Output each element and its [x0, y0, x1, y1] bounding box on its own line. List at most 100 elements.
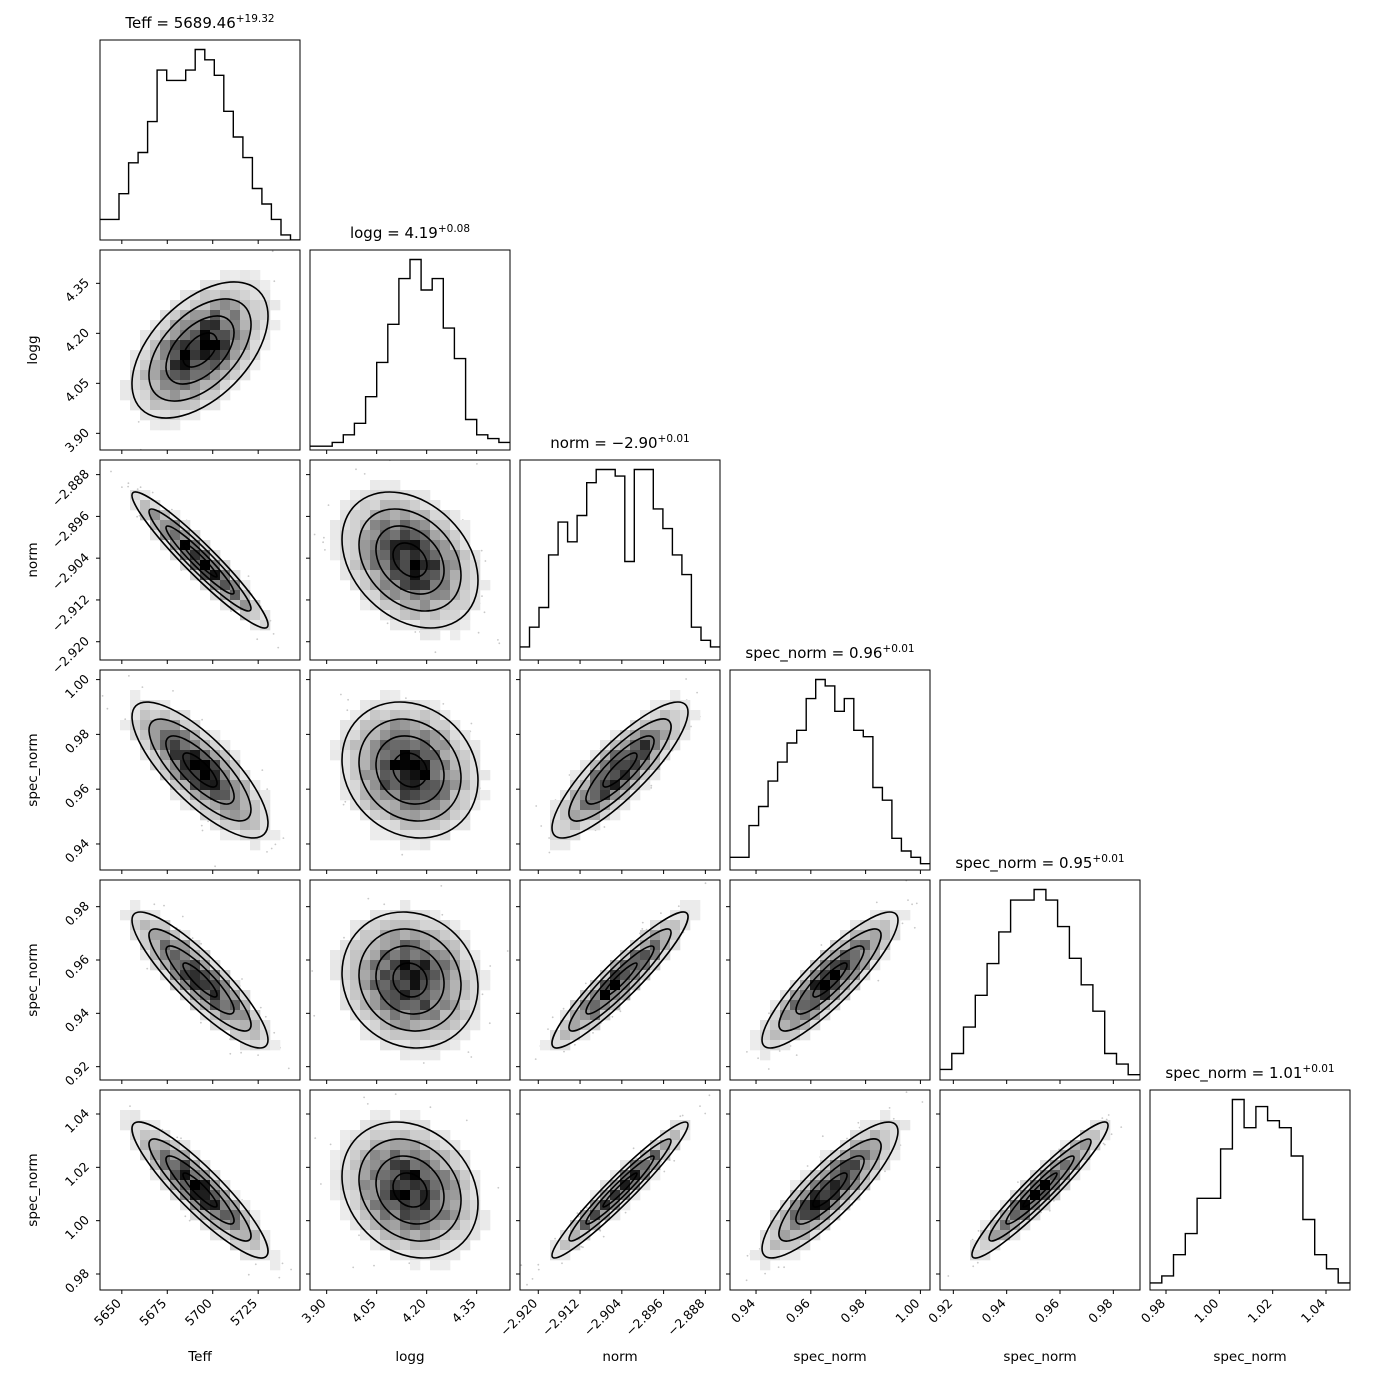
histogram-panel-spec_norm_1: spec_norm = 0.96+0.01 [729, 643, 931, 874]
density-cell [200, 360, 211, 371]
density-cell [340, 750, 351, 761]
density-cell [980, 1220, 991, 1231]
density-cell [400, 1240, 411, 1251]
scatter-point [921, 1101, 924, 1103]
y-tick-label: 0.96 [62, 951, 92, 981]
density-cell [430, 790, 441, 801]
density-cell [420, 940, 431, 951]
density-cell [990, 1240, 1001, 1251]
density-cell [160, 420, 171, 431]
density-cell [610, 1210, 621, 1221]
density-cell [880, 1110, 891, 1121]
density-cells [540, 900, 701, 1051]
density-cell [250, 1020, 261, 1031]
density-cell [190, 970, 201, 981]
density-cell [380, 920, 391, 931]
y-tick-label: 0.98 [62, 898, 92, 928]
density-cell [170, 710, 181, 721]
density-cell [600, 750, 611, 761]
density-cell [350, 950, 361, 961]
density-cell [450, 1160, 461, 1171]
scatter-point [641, 921, 644, 924]
scatter-point [127, 675, 130, 677]
density-cell [790, 1030, 801, 1041]
density-cell [840, 1180, 851, 1191]
density-cell [460, 580, 471, 591]
density-cell [380, 730, 391, 741]
density-cell [580, 790, 591, 801]
scatter-point [877, 979, 880, 982]
density-cell [430, 510, 441, 521]
density-cell [860, 920, 871, 931]
density-cell [360, 600, 371, 611]
y-tick-label: 3.90 [62, 425, 92, 455]
density-cell [380, 1170, 391, 1181]
density-cells [550, 690, 701, 851]
density-cell [170, 300, 181, 311]
density-cell [570, 800, 581, 811]
scatter-point [254, 1263, 257, 1266]
density-cell [250, 340, 261, 351]
scatter-point [820, 944, 823, 946]
joint-panel-Teff-vs-spec_norm_3: 5650 5675 5700 5725Teff0.981.001.021.04spec… [25, 1089, 301, 1365]
scatter-point [476, 463, 478, 465]
joint-panel-logg-vs-norm [306, 459, 511, 664]
density-cell [170, 360, 181, 371]
density-cell [450, 1200, 461, 1211]
density-cell [440, 1140, 451, 1151]
density-cell [370, 1240, 381, 1251]
density-cell [410, 780, 421, 791]
density-cell [190, 960, 201, 971]
scatter-point [875, 901, 878, 904]
density-cell [650, 960, 661, 971]
density-cell [840, 1150, 851, 1161]
density-cell [840, 940, 851, 951]
density-cell [750, 1040, 761, 1051]
density-cell [840, 1140, 851, 1151]
density-cell [1080, 1130, 1091, 1141]
density-cell [190, 410, 201, 421]
scatter-point [611, 1015, 614, 1018]
density-cell [220, 360, 231, 371]
density-cell [450, 790, 461, 801]
density-cell [770, 1220, 781, 1231]
density-cell [330, 950, 341, 961]
density-cell [410, 1240, 421, 1251]
density-cell [370, 820, 381, 831]
density-cell [360, 730, 371, 741]
density-cell [410, 810, 421, 821]
density-cell [210, 1180, 221, 1191]
scatter-point [483, 611, 486, 614]
density-cell [440, 1020, 451, 1031]
density-cell [820, 960, 831, 971]
density-cell [360, 490, 371, 501]
density-cell [240, 1240, 251, 1251]
density-cell [220, 780, 231, 791]
density-cell [380, 540, 391, 551]
density-cell [670, 910, 681, 921]
contour-line [392, 1172, 428, 1208]
title-equals: = [1037, 854, 1059, 872]
density-cell [600, 1200, 611, 1211]
density-cell [460, 810, 471, 821]
density-cell [410, 1260, 421, 1271]
density-cell [460, 1010, 471, 1021]
scatter-point [907, 899, 909, 901]
density-cell [410, 730, 421, 741]
histogram-panel-Teff: Teff = 5689.46+19.32 [99, 13, 301, 244]
x-tick-label: 5725 [227, 1296, 260, 1329]
density-cell [450, 760, 461, 771]
density-cell [170, 770, 181, 781]
title-equals: = [827, 644, 849, 662]
x-tick-label: −2.888 [664, 1295, 707, 1338]
density-cell [830, 1190, 841, 1201]
contour-line [392, 752, 428, 788]
density-cell [130, 400, 141, 411]
density-cell [880, 1140, 891, 1151]
panel-title: Teff = 5689.46+19.32 [124, 13, 274, 32]
scatter-point [1053, 1199, 1055, 1202]
y-axis-label: spec_norm [25, 943, 41, 1016]
density-cell [250, 1040, 261, 1051]
scatter-point [139, 486, 142, 489]
